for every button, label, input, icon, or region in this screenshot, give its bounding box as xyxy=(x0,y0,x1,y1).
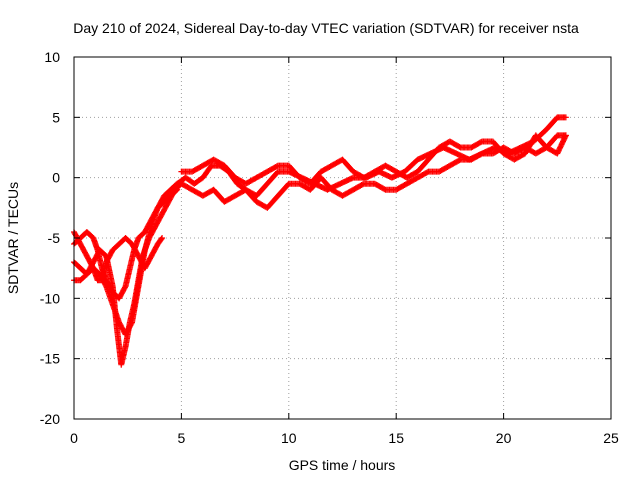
x-tick-label: 15 xyxy=(388,430,404,446)
x-axis-label: GPS time / hours xyxy=(289,457,396,473)
y-tick-label: -20 xyxy=(40,411,60,427)
chart-title: Day 210 of 2024, Sidereal Day-to-day VTE… xyxy=(73,20,579,36)
series-track-4 xyxy=(71,186,181,302)
x-tick-label: 20 xyxy=(496,430,512,446)
series-track-5 xyxy=(178,132,569,187)
y-tick-label: 5 xyxy=(52,109,60,125)
y-tick-label: 10 xyxy=(44,49,60,65)
y-tick-label: -5 xyxy=(48,230,61,246)
data-point xyxy=(158,236,165,243)
data-point xyxy=(173,187,180,194)
x-tick-label: 0 xyxy=(70,430,78,446)
series-track-3 xyxy=(71,235,166,284)
y-tick-label: -15 xyxy=(40,351,60,367)
x-tick-label: 10 xyxy=(281,430,297,446)
x-tick-label: 5 xyxy=(178,430,186,446)
y-tick-label: -10 xyxy=(40,290,60,306)
x-tick-label: 25 xyxy=(603,430,619,446)
data-series xyxy=(71,114,569,368)
data-point xyxy=(562,132,569,139)
y-axis-label: SDTVAR / TECUs xyxy=(5,182,21,294)
data-point xyxy=(174,186,181,193)
data-point xyxy=(159,235,166,241)
data-point xyxy=(562,114,569,121)
y-tick-labels: -20 -15 -10 -5 0 5 10 xyxy=(40,49,60,427)
grid-lines xyxy=(74,57,611,419)
axis-ticks xyxy=(73,56,612,420)
x-tick-labels: 0 5 10 15 20 25 xyxy=(70,430,619,446)
y-tick-label: 0 xyxy=(52,170,60,186)
